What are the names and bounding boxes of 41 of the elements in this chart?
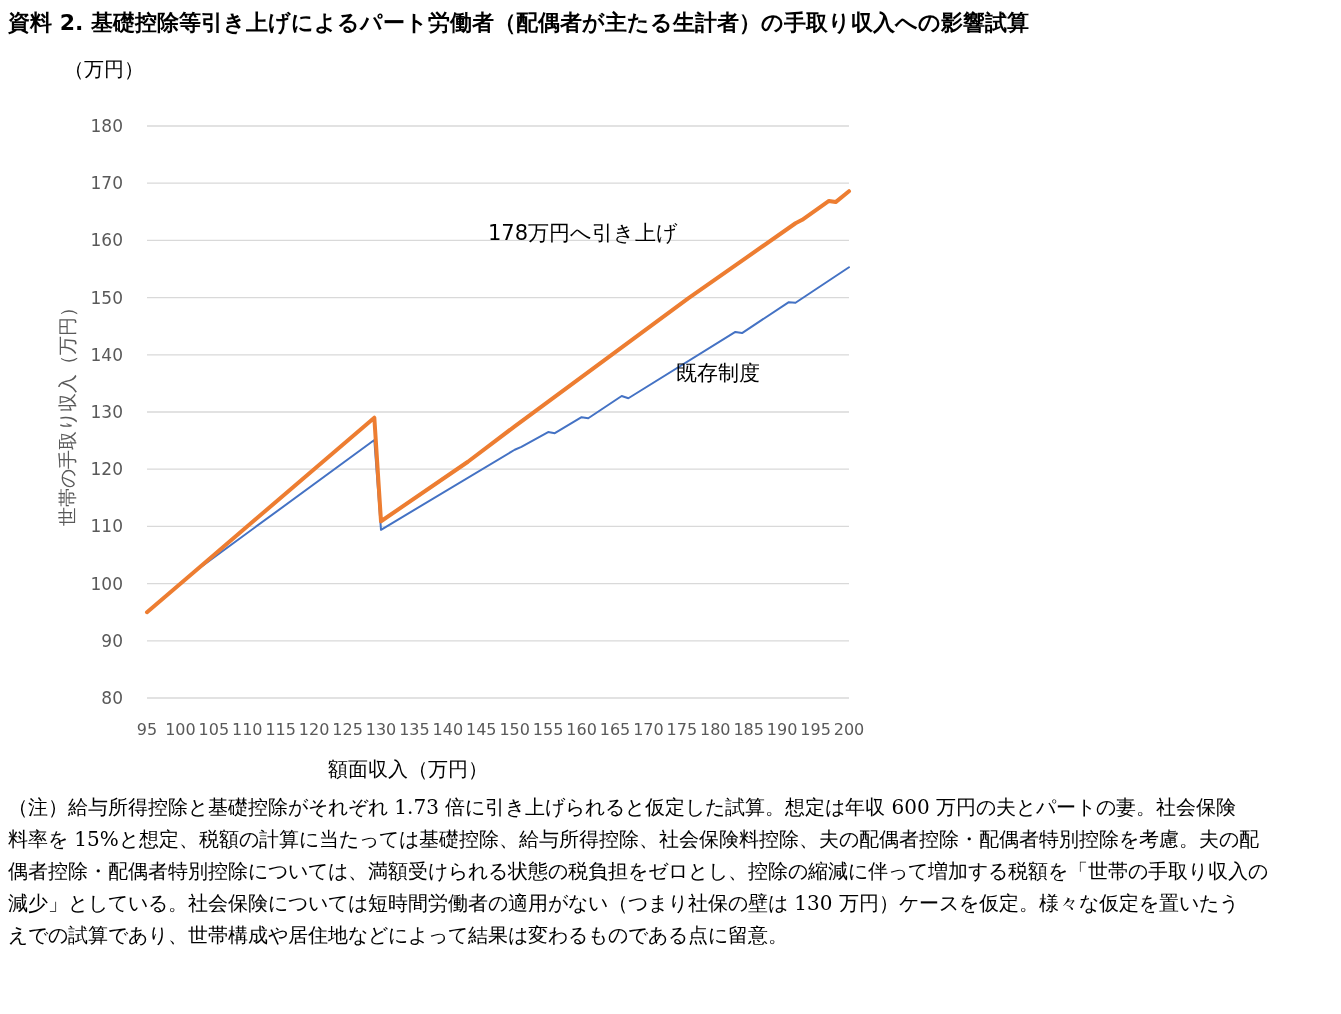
x-tick-label: 140 (432, 720, 464, 739)
x-tick-label: 100 (165, 720, 196, 739)
y-tick-label: 180 (90, 115, 123, 136)
x-tick-label: 155 (532, 720, 564, 739)
y-tick-label: 140 (90, 344, 123, 365)
x-tick-label: 120 (298, 720, 330, 739)
y-axis-title: 世帯の手取り収入（万円） (56, 298, 78, 526)
y-tick-label: 80 (101, 687, 123, 708)
x-tick-label: 160 (566, 720, 597, 739)
x-tick-label: 110 (232, 720, 263, 739)
x-tick-label: 145 (466, 720, 497, 739)
x-tick-label: 125 (332, 720, 363, 739)
y-tick-label: 170 (90, 173, 123, 194)
x-tick-label: 180 (700, 720, 731, 739)
x-tick-label: 135 (399, 720, 430, 739)
series-label: 既存制度 (676, 361, 760, 385)
x-tick-label: 115 (265, 720, 296, 739)
x-tick-label: 175 (666, 720, 698, 739)
y-tick-label: 110 (90, 516, 123, 537)
text: （万円） (64, 57, 144, 81)
x-tick-label: 195 (800, 720, 831, 739)
x-tick-label: 170 (633, 720, 664, 739)
chart-title: 資料 2. 基礎控除等引き上げによるパート労働者（配偶者が主たる生計者）の手取り収入への影響試算 (7, 10, 1029, 35)
x-tick-label: 165 (599, 720, 631, 739)
x-tick-label: 150 (499, 720, 530, 739)
y-tick-label: 120 (90, 459, 123, 480)
y-tick-label: 130 (90, 401, 123, 422)
y-tick-label: 100 (90, 573, 123, 594)
text: （注）給与所得控除と基礎控除がそれぞれ 1.73 倍に引き上げられると仮定した試算。想定は年収 600 万円の夫とパートの妻。社会保険料率を 15%と想定、税額の計算に当たっては基礎控除、給与所得控除、社会保険料控除、夫の配偶者控除・配偶者特別控除を考慮。夫の配偶者控除・配偶者特別控除については、満額受けられる状態の税負担をゼロとし、控除の縮減に伴って増加する税額を「世帯の手取り収入の減少」としている。社会保険については短時間労働者の適用がない（つまり社保の壁は 130 万円）ケースを仮定。様々な仮定を置いたうえでの試算であり、世帯構成や居住地などによって結果は変わるものである点に留意。 (8, 795, 1268, 947)
x-tick-label: 130 (365, 720, 397, 739)
x-tick-label: 185 (733, 720, 764, 739)
text: 178万円へ引き上げ (488, 221, 679, 245)
y-tick-label: 90 (101, 630, 123, 651)
x-tick-label: 95 (136, 720, 158, 739)
y-tick-label: 150 (90, 287, 123, 308)
x-axis-title: 額面収入（万円） (328, 757, 488, 781)
x-tick-label: 200 (833, 720, 865, 739)
x-tick-label: 190 (766, 720, 798, 739)
line-series (145, 189, 851, 615)
y-tick-label: 160 (90, 230, 123, 251)
x-tick-label: 105 (198, 720, 230, 739)
